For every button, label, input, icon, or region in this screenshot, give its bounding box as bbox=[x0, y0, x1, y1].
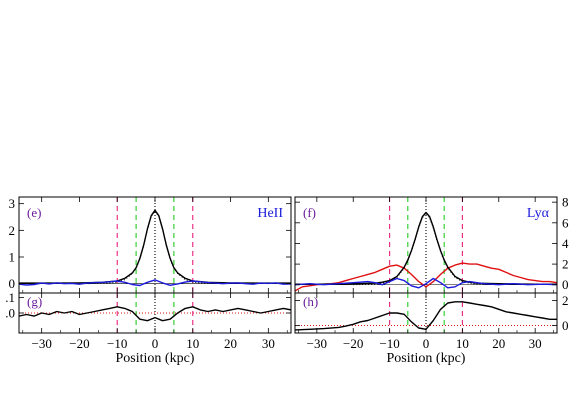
ion-label-e: HeII bbox=[257, 206, 283, 221]
xtick-label-g-20: 20 bbox=[224, 336, 237, 351]
xtick-label-h-30: 30 bbox=[529, 336, 542, 351]
xtick-label-g--20: −20 bbox=[69, 336, 89, 351]
ytick-label-f-3: 6 bbox=[562, 215, 569, 230]
panel-e: 0 1 2 3 (e) HeII bbox=[9, 196, 292, 294]
ytick-label-e-0: 0 bbox=[9, 276, 16, 291]
ytick-label-g-1: .1 bbox=[5, 290, 15, 305]
ytick-label-h-1: 2 bbox=[562, 293, 569, 308]
xtick-label-h-0: 0 bbox=[423, 336, 430, 351]
series-f-3-blue bbox=[295, 277, 557, 289]
xtick-label-g-0: 0 bbox=[152, 336, 159, 351]
ion-label-f: Lyα bbox=[527, 206, 550, 221]
series-e-2-blue bbox=[19, 279, 291, 287]
panel-h: −30 −20 −10 0 10 20 30 0 2 (h) Position (kpc) bbox=[294, 292, 569, 366]
xtick-label-h-20: 20 bbox=[492, 336, 505, 351]
ytick-label-g-0: .0 bbox=[5, 306, 15, 321]
ytick-label-f-2: 4 bbox=[562, 236, 569, 251]
ytick-label-f-0: 0 bbox=[562, 277, 569, 292]
xtick-label-g-10: 10 bbox=[186, 336, 199, 351]
series-h-0-black bbox=[295, 301, 557, 331]
ytick-label-e-3: 3 bbox=[9, 196, 16, 211]
xtick-label-h--10: −10 bbox=[379, 336, 399, 351]
xtick-label-h--20: −20 bbox=[343, 336, 363, 351]
plot-area-e bbox=[19, 197, 291, 293]
ytick-label-f-1: 2 bbox=[562, 257, 569, 272]
xtick-label-h-10: 10 bbox=[456, 336, 469, 351]
panel-label-f: (f) bbox=[303, 205, 316, 220]
x-axis-title-g: Position (kpc) bbox=[116, 351, 195, 366]
x-axis-title-h: Position (kpc) bbox=[387, 351, 466, 366]
series-f-0-red bbox=[295, 262, 557, 292]
panel-label-h: (h) bbox=[303, 294, 318, 309]
plot-area-f bbox=[295, 197, 557, 293]
xtick-label-g-30: 30 bbox=[262, 336, 275, 351]
ytick-label-e-1: 1 bbox=[9, 250, 16, 265]
xtick-label-g--10: −10 bbox=[107, 336, 127, 351]
panel-label-e: (e) bbox=[27, 205, 41, 220]
plot-area-h bbox=[295, 293, 557, 333]
ytick-label-f-4: 8 bbox=[562, 195, 569, 210]
plot-area-g bbox=[19, 293, 291, 333]
panel-f: 0 2 4 6 8 (f) Lyα bbox=[294, 195, 569, 294]
ytick-label-e-2: 2 bbox=[9, 223, 16, 238]
series-g-0-black bbox=[19, 306, 291, 322]
xtick-label-g--30: −30 bbox=[31, 336, 51, 351]
xtick-label-h--30: −30 bbox=[307, 336, 327, 351]
panel-g: −30 −20 −10 0 10 20 30 .0.1 (g) Position (kpc) bbox=[5, 290, 292, 366]
panel-label-g: (g) bbox=[27, 294, 42, 309]
ytick-label-h-0: 0 bbox=[562, 318, 569, 333]
